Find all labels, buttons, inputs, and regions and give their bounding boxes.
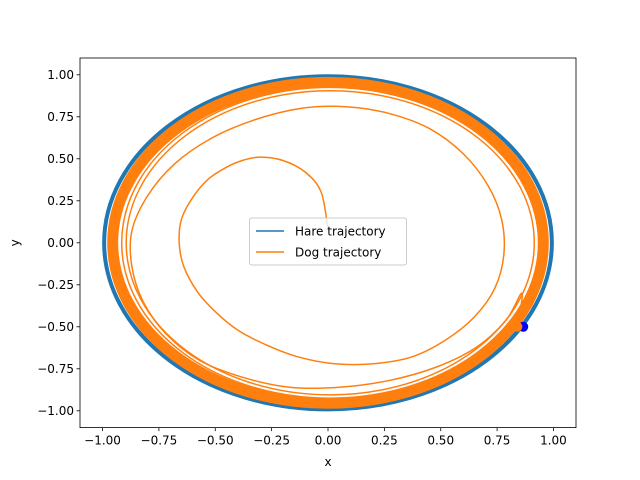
series-hare-trajectory bbox=[102, 74, 554, 412]
dog-trajectory-line bbox=[129, 105, 524, 390]
y-tick-label: 1.00 bbox=[47, 68, 74, 82]
legend-label-hare: Hare trajectory bbox=[295, 225, 386, 239]
legend: Hare trajectory Dog trajectory bbox=[249, 217, 407, 266]
x-tick-label: 1.00 bbox=[540, 434, 567, 448]
y-tick-label: 0.50 bbox=[47, 152, 74, 166]
legend-box bbox=[249, 217, 407, 266]
dog-trajectory-turn bbox=[120, 86, 540, 399]
plot-area bbox=[102, 74, 554, 412]
legend-label-dog: Dog trajectory bbox=[295, 246, 381, 260]
x-tick-label: −0.50 bbox=[197, 434, 234, 448]
y-tick-label: −0.50 bbox=[37, 320, 74, 334]
y-tick-label: −1.00 bbox=[37, 404, 74, 418]
y-axis: −1.00 −0.75 −0.50 −0.25 0.00 0.25 0.50 0.75 1.00 bbox=[37, 68, 80, 418]
series-dog-trajectory bbox=[107, 76, 549, 409]
hare-trajectory-line bbox=[102, 74, 554, 412]
y-tick-label: −0.25 bbox=[37, 278, 74, 292]
x-axis-label: x bbox=[324, 455, 331, 469]
y-axis-label: y bbox=[8, 239, 22, 246]
x-tick-label: 0.25 bbox=[371, 434, 398, 448]
x-tick-label: 0.75 bbox=[484, 434, 511, 448]
x-tick-label: 0.50 bbox=[427, 434, 454, 448]
y-tick-label: −0.75 bbox=[37, 362, 74, 376]
x-tick-label: −0.25 bbox=[253, 434, 290, 448]
dog-trajectory-band bbox=[107, 76, 549, 409]
y-tick-label: 0.25 bbox=[47, 194, 74, 208]
y-tick-label: 0.75 bbox=[47, 110, 74, 124]
dog-position-marker bbox=[512, 321, 523, 332]
y-tick-label: 0.00 bbox=[47, 236, 74, 250]
x-tick-label: −1.00 bbox=[84, 434, 121, 448]
x-tick-label: −0.75 bbox=[141, 434, 178, 448]
x-tick-label: 0.00 bbox=[315, 434, 342, 448]
x-axis: −1.00 −0.75 −0.50 −0.25 0.00 0.25 0.50 0.75 1.00 bbox=[84, 427, 567, 448]
dog-trajectory-turn bbox=[125, 90, 536, 396]
